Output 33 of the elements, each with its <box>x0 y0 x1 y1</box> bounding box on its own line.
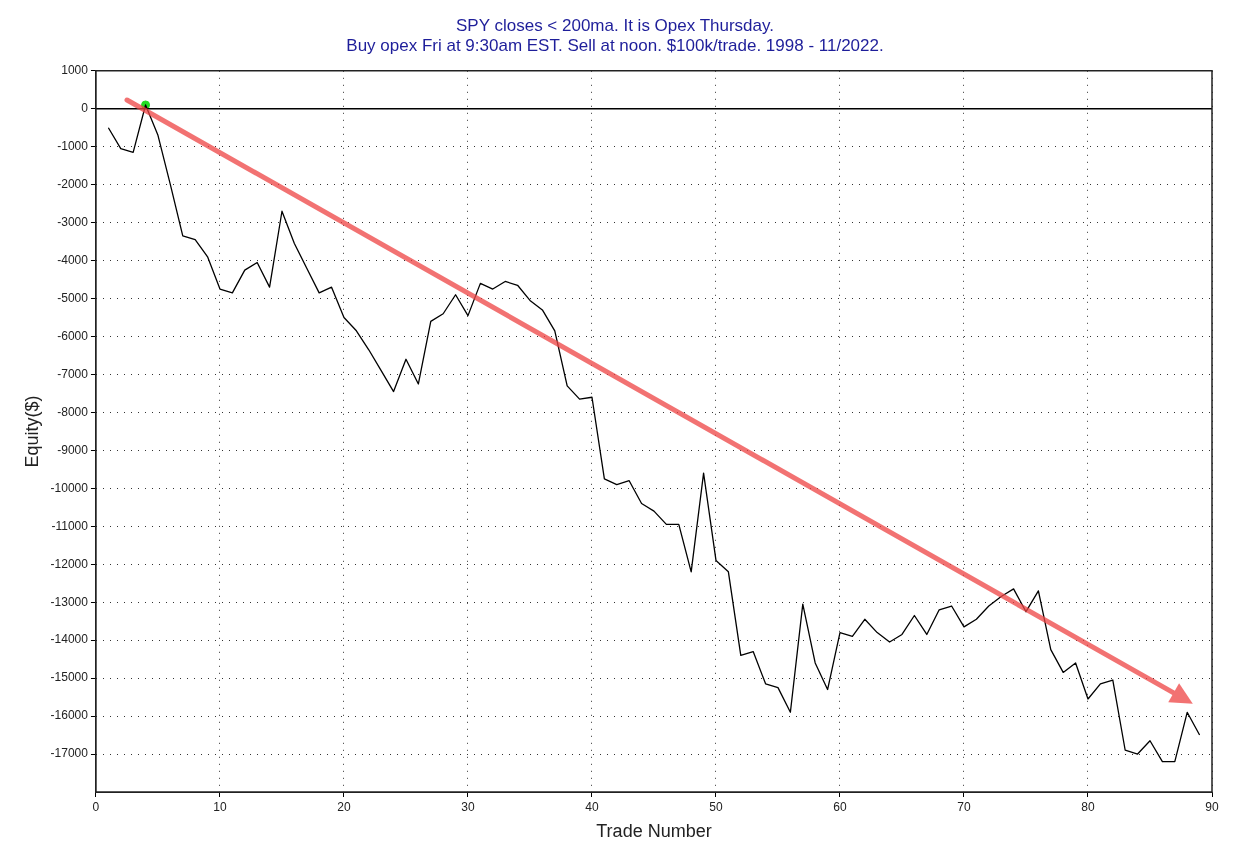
y-tick-label: -8000 <box>57 404 89 419</box>
x-tick-label: 90 <box>1205 799 1219 814</box>
x-tick-label: 70 <box>957 799 971 814</box>
x-tick-label: 50 <box>709 799 723 814</box>
x-tick-label: 0 <box>92 799 100 814</box>
y-tick-label: -16000 <box>50 708 89 723</box>
text: Buy opex Fri at 9:30am EST. Sell at noon. $100k/trade. 1998 - 11/2022. <box>346 36 884 56</box>
y-tick-label: 1000 <box>61 63 89 78</box>
y-tick-label: -17000 <box>50 746 89 761</box>
y-tick-label: -2000 <box>57 176 89 191</box>
y-tick-label: -1000 <box>57 139 89 154</box>
x-tick-label: 20 <box>337 799 351 814</box>
y-tick-label: -3000 <box>57 214 89 229</box>
y-axis-title: Equity($) <box>21 395 42 468</box>
y-tick-label: -6000 <box>57 328 89 343</box>
x-tick-label: 60 <box>833 799 847 814</box>
x-axis-title: Trade Number <box>596 821 712 842</box>
text: SPY closes < 200ma. It is Opex Thursday. <box>456 15 774 35</box>
y-tick-label: -4000 <box>57 252 89 267</box>
x-tick-label: 30 <box>461 799 475 814</box>
x-tick-label: 10 <box>213 799 227 814</box>
y-tick-label: -9000 <box>57 442 89 457</box>
x-tick-label: 80 <box>1081 799 1095 814</box>
y-tick-label: -5000 <box>57 290 89 305</box>
y-tick-label: -12000 <box>50 556 89 571</box>
x-tick-label: 40 <box>585 799 599 814</box>
y-tick-label: -13000 <box>50 594 89 609</box>
y-tick-label: -11000 <box>51 518 89 533</box>
y-tick-label: -10000 <box>50 480 89 495</box>
y-tick-label: -7000 <box>57 366 89 381</box>
y-tick-label: -15000 <box>50 670 89 685</box>
y-tick-label: -14000 <box>50 632 89 647</box>
y-tick-label: 0 <box>81 101 89 116</box>
